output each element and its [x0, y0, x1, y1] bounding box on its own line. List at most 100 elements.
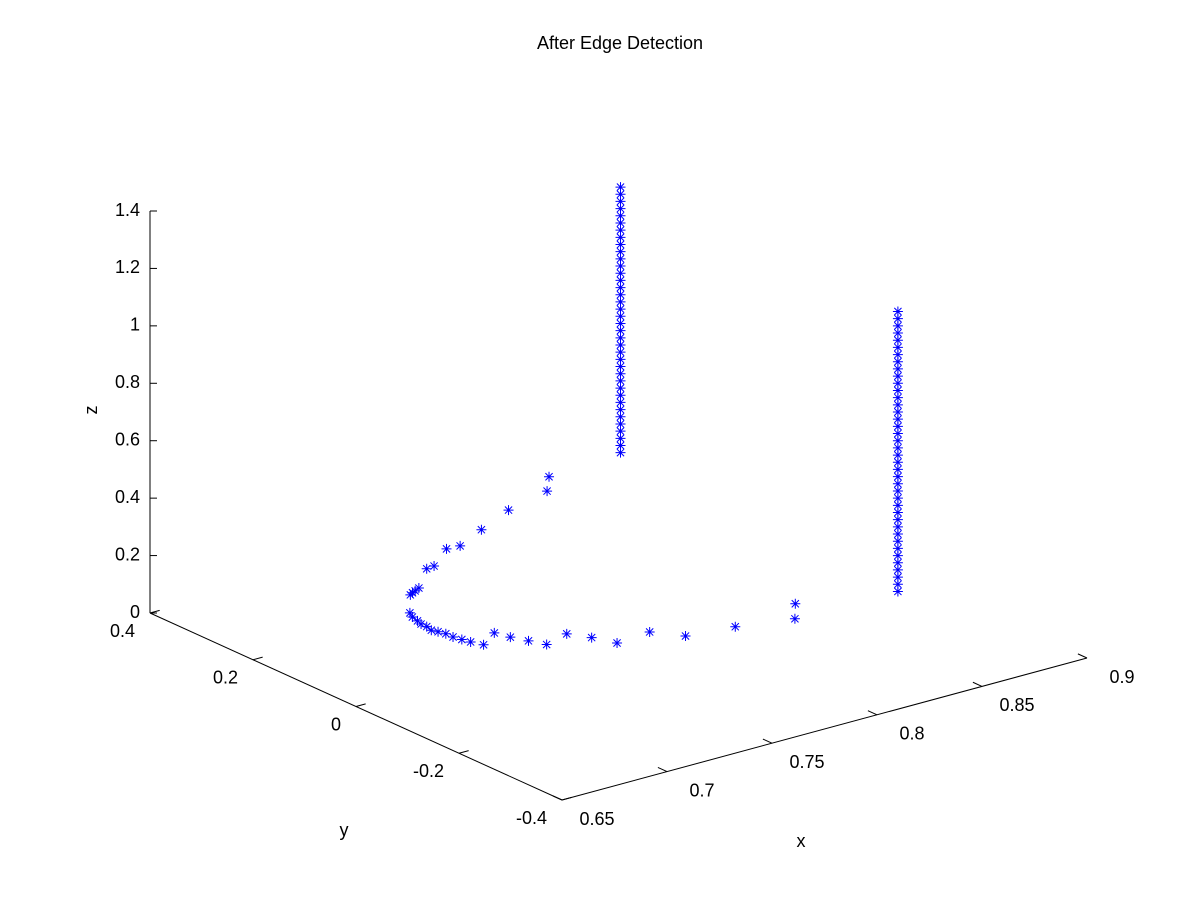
z-tick-label: 0.8 [115, 372, 140, 392]
z-tick-label: 1.4 [115, 200, 140, 220]
data-point [892, 407, 903, 418]
data-point [615, 361, 626, 372]
y-tick-label: 0 [331, 714, 341, 734]
data-point [892, 564, 903, 575]
data-point [892, 428, 903, 439]
data-point [489, 627, 500, 638]
y-axis-label: y [340, 820, 349, 840]
data-point [465, 636, 476, 647]
data-point [615, 339, 626, 350]
data-point [586, 632, 597, 643]
data-point [476, 524, 487, 535]
data-point [615, 433, 626, 444]
y-tick-label: 0.2 [213, 668, 238, 688]
data-point [615, 217, 626, 228]
data-point [615, 418, 626, 429]
data-point [892, 392, 903, 403]
data-point [892, 572, 903, 583]
data-point [429, 561, 440, 572]
x-axis-label: x [797, 831, 806, 851]
data-point [892, 313, 903, 324]
data-point [892, 507, 903, 518]
y-tick-label: -0.4 [516, 808, 547, 828]
data-point [680, 631, 691, 642]
data-point [892, 485, 903, 496]
data-point [416, 619, 427, 630]
data-point [615, 397, 626, 408]
z-tick-label: 1.2 [115, 257, 140, 277]
y-tick [561, 796, 572, 801]
data-point [615, 282, 626, 293]
data-point [892, 557, 903, 568]
data-point [615, 275, 626, 286]
data-point [448, 632, 459, 643]
data-point [892, 478, 903, 489]
data-point [615, 311, 626, 322]
data-point [615, 368, 626, 379]
x-tick-label: 0.65 [579, 809, 614, 829]
data-point [730, 621, 741, 632]
data-point [789, 613, 800, 624]
data-point [892, 371, 903, 382]
data-point [542, 486, 553, 497]
data-point [892, 514, 903, 525]
x-tick [657, 767, 668, 773]
x-tick [552, 795, 563, 801]
data-point [544, 471, 555, 482]
data-point [790, 598, 801, 609]
data-point [456, 634, 467, 645]
data-point [455, 540, 466, 551]
data-point [615, 210, 626, 221]
z-tick-label: 0 [130, 602, 140, 622]
data-point [892, 328, 903, 339]
data-point [892, 399, 903, 410]
y-tick-label: 0.4 [110, 621, 135, 641]
data-point [615, 268, 626, 279]
data-point [440, 628, 451, 639]
data-point [644, 626, 655, 637]
x-tick-label: 0.75 [789, 752, 824, 772]
data-point [892, 543, 903, 554]
data-point [404, 607, 415, 618]
data-point [615, 246, 626, 257]
data-point [615, 354, 626, 365]
data-point [615, 375, 626, 386]
data-point [615, 261, 626, 272]
data-point [892, 349, 903, 360]
data-point [892, 521, 903, 532]
x-tick [867, 710, 878, 716]
data-point [478, 639, 489, 650]
data-point [615, 404, 626, 415]
data-point [892, 493, 903, 504]
data-point [892, 529, 903, 540]
z-tick-label: 0.6 [115, 429, 140, 449]
z-axis-label: z [81, 406, 101, 415]
x-tick [1077, 653, 1088, 659]
data-point [421, 621, 432, 632]
data-point [892, 414, 903, 425]
data-point [615, 440, 626, 451]
data-point [892, 356, 903, 367]
data-point [615, 332, 626, 343]
data-point [615, 304, 626, 315]
data-point [615, 325, 626, 336]
data-point [421, 563, 432, 574]
data-point [615, 182, 626, 193]
data-point [505, 632, 516, 643]
data-point [615, 239, 626, 250]
data-point [892, 450, 903, 461]
data-point [615, 426, 626, 437]
data-point [426, 625, 437, 636]
data-point [892, 536, 903, 547]
chart-title: After Edge Detection [537, 33, 703, 53]
data-point [892, 579, 903, 590]
data-point [615, 232, 626, 243]
data-point [892, 363, 903, 374]
data-point [615, 225, 626, 236]
data-point [615, 411, 626, 422]
data-point [615, 289, 626, 300]
data-point [892, 320, 903, 331]
x-tick [972, 681, 983, 687]
data-point [615, 383, 626, 394]
